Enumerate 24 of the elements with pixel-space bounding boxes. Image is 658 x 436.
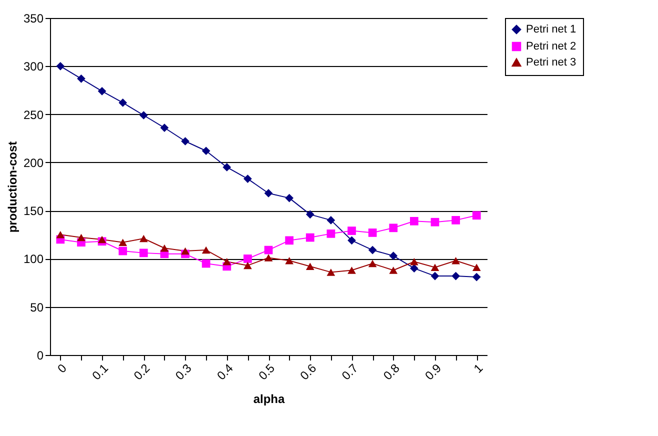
- y-tick-label: 200: [23, 156, 44, 170]
- x-tick-label: 0.4: [214, 360, 236, 383]
- y-tick-label: 100: [23, 252, 44, 266]
- x-tick-label: 0.2: [130, 360, 153, 383]
- x-tick-label: 0.9: [422, 360, 444, 383]
- legend-label: Petri net 1: [526, 24, 576, 36]
- y-tick-label: 50: [30, 300, 44, 314]
- legend-label: Petri net 3: [526, 56, 576, 68]
- x-tick-label: 0.6: [297, 360, 320, 383]
- x-tick-label: 0.8: [380, 360, 403, 383]
- y-tick-label: 150: [23, 204, 44, 218]
- x-axis-title: alpha: [253, 392, 285, 406]
- x-tick-label: 0.3: [172, 360, 194, 383]
- y-tick-label: 250: [23, 108, 44, 122]
- x-tick-label: 0: [54, 360, 70, 376]
- x-tick-label: 0.7: [339, 360, 361, 383]
- legend-label: Petri net 2: [526, 40, 576, 52]
- y-tick-label: 350: [23, 12, 44, 26]
- x-tick-label: 0.5: [256, 360, 278, 383]
- x-tick-label: 1: [470, 360, 486, 376]
- x-tick-label: 0.1: [89, 360, 112, 383]
- y-axis-title: production-cost: [5, 141, 20, 233]
- y-tick-label: 0: [36, 348, 44, 362]
- y-tick-label: 300: [23, 60, 44, 74]
